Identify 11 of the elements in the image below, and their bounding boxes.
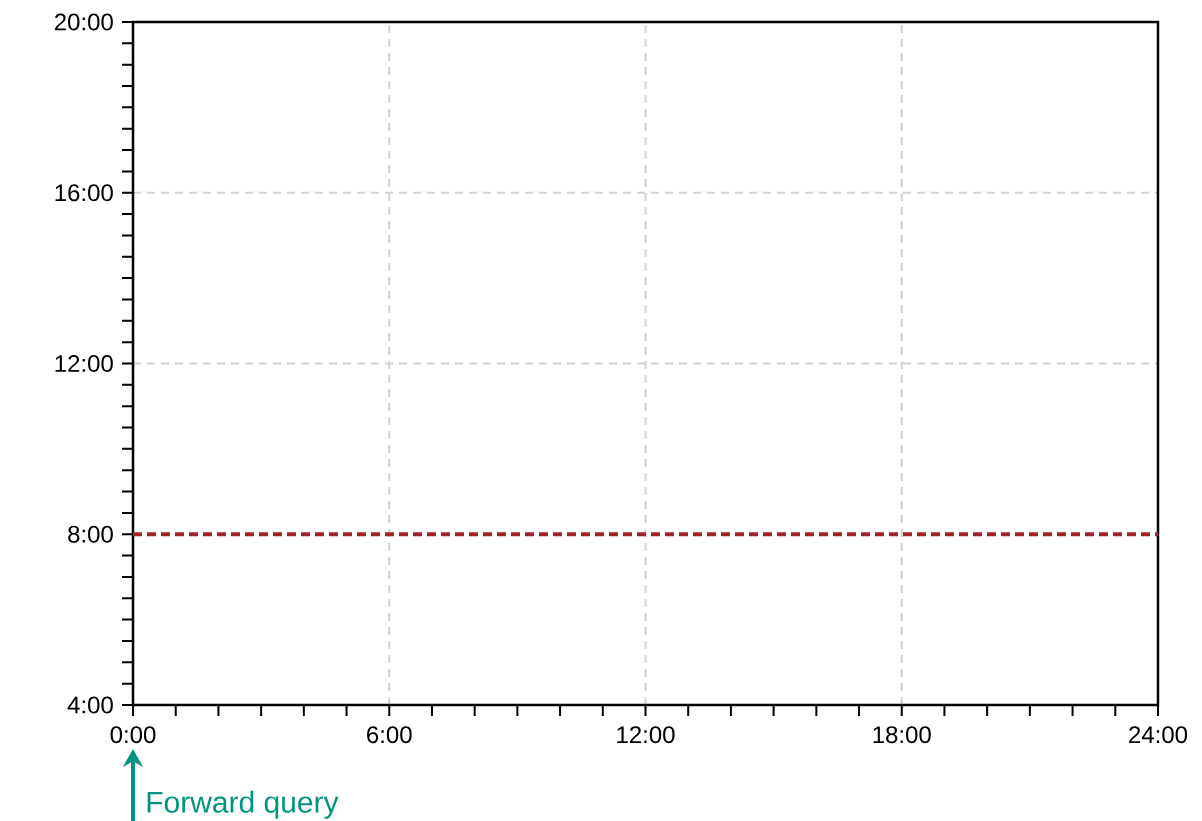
y-tick-label: 20:00 [54,13,113,31]
x-tick-label: 12:00 [617,726,675,744]
y-tick-label: 8:00 [68,525,113,543]
text: Forward query [147,790,339,819]
x-tick-label: 18:00 [873,726,931,744]
x-tick-label: 0:00 [110,726,156,744]
y-tick-label: 4:00 [67,696,113,714]
x-tick-label: 24:00 [1129,726,1188,744]
y-tick-label: 16:00 [55,184,113,202]
x-tick-label: 6:00 [367,726,412,744]
y-tick-label: 12:00 [55,355,113,372]
